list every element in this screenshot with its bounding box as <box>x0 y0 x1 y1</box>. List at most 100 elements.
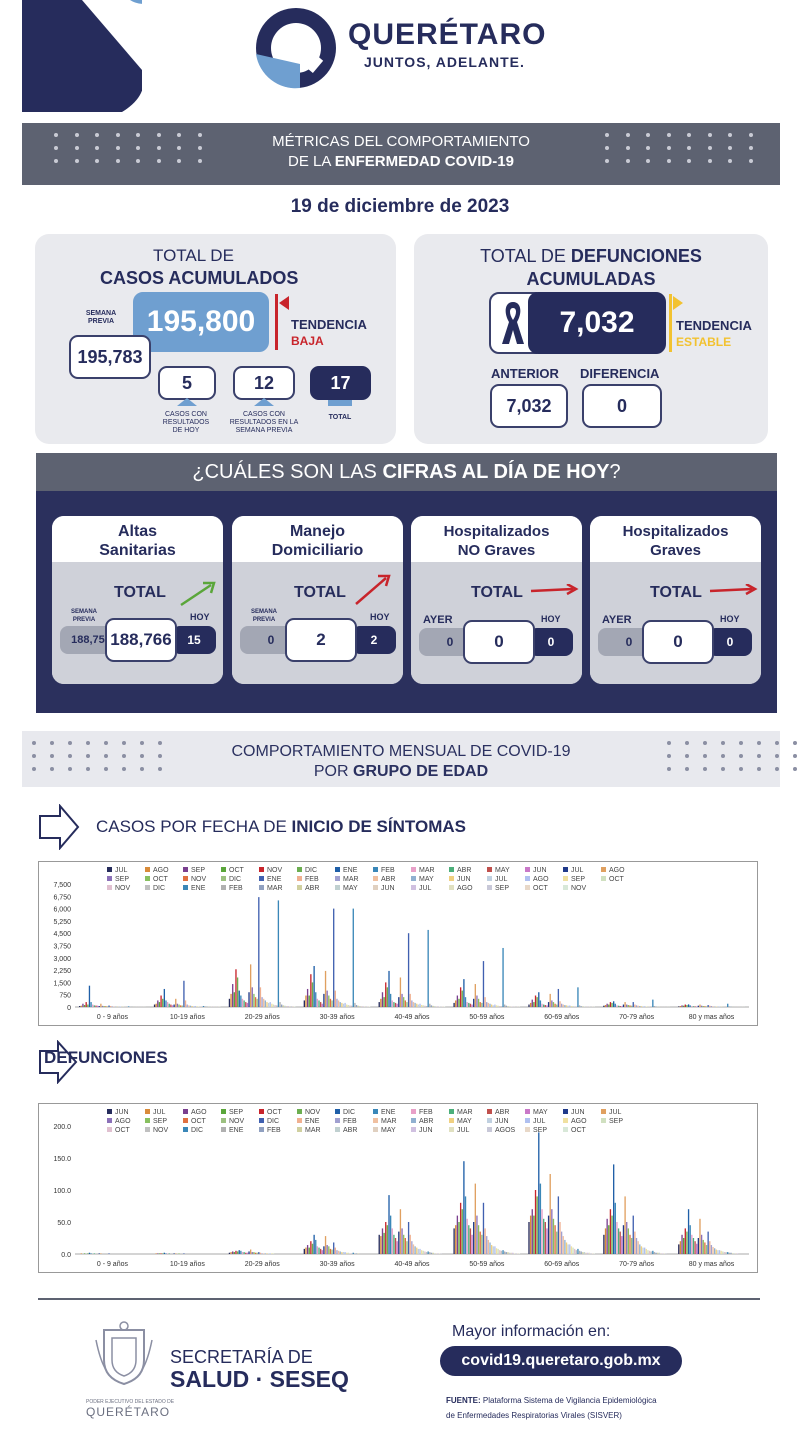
bar <box>653 1252 656 1254</box>
y-tick-label: 4,500 <box>53 931 71 938</box>
bar <box>700 1005 703 1007</box>
bar <box>352 1252 354 1254</box>
bar <box>416 1003 418 1007</box>
bar <box>497 1248 499 1254</box>
bar <box>306 1245 309 1254</box>
bar <box>396 1003 398 1007</box>
today-title-bar: ¿CUÁLES SON LAS CIFRAS AL DÍA DE HOY? <box>36 453 777 491</box>
bar <box>83 1005 86 1007</box>
bar <box>652 1250 654 1254</box>
legend-swatch <box>563 1109 568 1114</box>
bar <box>165 1253 167 1254</box>
bar <box>319 1002 322 1007</box>
bar <box>248 992 250 1007</box>
bar <box>82 1003 84 1007</box>
bar <box>580 1006 582 1007</box>
bar <box>88 1252 91 1254</box>
deaths-diff-label: DIFERENCIA <box>580 366 660 381</box>
bar <box>316 1246 319 1254</box>
x-tick-label: 0 - 9 años <box>97 1261 129 1268</box>
bar <box>267 1253 270 1254</box>
bar <box>178 1004 180 1007</box>
y-tick-label: 200.0 <box>53 1124 71 1131</box>
bar <box>572 1006 574 1007</box>
bar <box>269 1253 271 1254</box>
bar <box>481 1234 483 1254</box>
bar <box>624 1002 626 1007</box>
bar <box>683 1238 685 1254</box>
legend-label: OCT <box>533 885 549 892</box>
panel-today-label: HOY <box>370 612 390 622</box>
bar <box>547 1215 550 1254</box>
bar <box>233 992 236 1007</box>
legend-swatch <box>297 876 302 881</box>
bar <box>686 1005 688 1007</box>
bar <box>101 1005 104 1007</box>
corner-shape <box>22 0 142 112</box>
legend-label: OCT <box>267 1109 283 1116</box>
bar <box>679 1006 682 1007</box>
panel-main-value: 188,766 <box>105 618 177 662</box>
arrow-right-icon <box>530 584 579 596</box>
bar <box>482 1202 485 1254</box>
bar <box>687 1004 690 1007</box>
legend-swatch <box>259 1109 264 1114</box>
cases-chart: JUL AGO SEP OCT NOV DIC ENE FEB MAR ABR MAY JUN JUL A… <box>38 861 758 1026</box>
bar <box>100 1003 102 1007</box>
bar <box>389 993 392 1007</box>
legend-label: JUN <box>381 885 395 892</box>
bar <box>699 1004 701 1007</box>
bar <box>504 1004 506 1007</box>
legend-swatch <box>297 885 302 890</box>
bar <box>604 1228 607 1254</box>
x-tick-label: 80 y mas años <box>689 1014 735 1021</box>
bar <box>543 1218 545 1254</box>
panel-main-value: 0 <box>642 620 714 664</box>
legend-label: SEP <box>115 876 129 883</box>
bar <box>414 1002 416 1007</box>
panel-main-value: 0 <box>463 620 535 664</box>
bar <box>355 1253 358 1254</box>
bar <box>386 1225 389 1254</box>
legend-label: FEB <box>343 1118 357 1125</box>
bar <box>591 1253 594 1254</box>
bar <box>341 1002 343 1007</box>
bar <box>634 1004 636 1007</box>
bar <box>346 1004 348 1007</box>
bar <box>158 1002 161 1007</box>
bar <box>396 1241 398 1254</box>
legend-label: JUN <box>571 1109 585 1116</box>
bar <box>577 987 579 1007</box>
legend-swatch <box>525 867 530 872</box>
legend-swatch <box>411 876 416 881</box>
bar <box>606 1218 608 1254</box>
sum-marker <box>328 400 352 406</box>
bar <box>427 1251 429 1254</box>
bar <box>171 1005 174 1007</box>
bar <box>476 995 478 1007</box>
bar <box>621 1236 623 1254</box>
legend-swatch <box>525 1109 530 1114</box>
bar <box>409 993 411 1007</box>
bar <box>461 990 463 1007</box>
bar <box>87 1004 89 1007</box>
bar <box>539 1183 542 1254</box>
cases-title-2: CASOS ACUMULADOS <box>100 268 299 288</box>
bar <box>380 998 382 1007</box>
bar <box>694 1241 696 1254</box>
bar <box>228 998 231 1007</box>
bar <box>354 1002 356 1007</box>
bar <box>240 1250 242 1254</box>
legend-swatch <box>487 876 492 881</box>
info-url[interactable]: covid19.queretaro.gob.mx <box>440 1346 682 1376</box>
bar <box>554 1003 556 1007</box>
bar <box>93 1005 96 1007</box>
legend-label: JUL <box>153 1109 166 1116</box>
bar <box>556 1231 558 1254</box>
bar <box>705 1245 708 1254</box>
bar <box>163 1252 166 1254</box>
bar <box>92 1004 94 1007</box>
legend-swatch <box>297 1127 302 1132</box>
bar <box>632 1002 634 1007</box>
legend-swatch <box>487 867 492 872</box>
